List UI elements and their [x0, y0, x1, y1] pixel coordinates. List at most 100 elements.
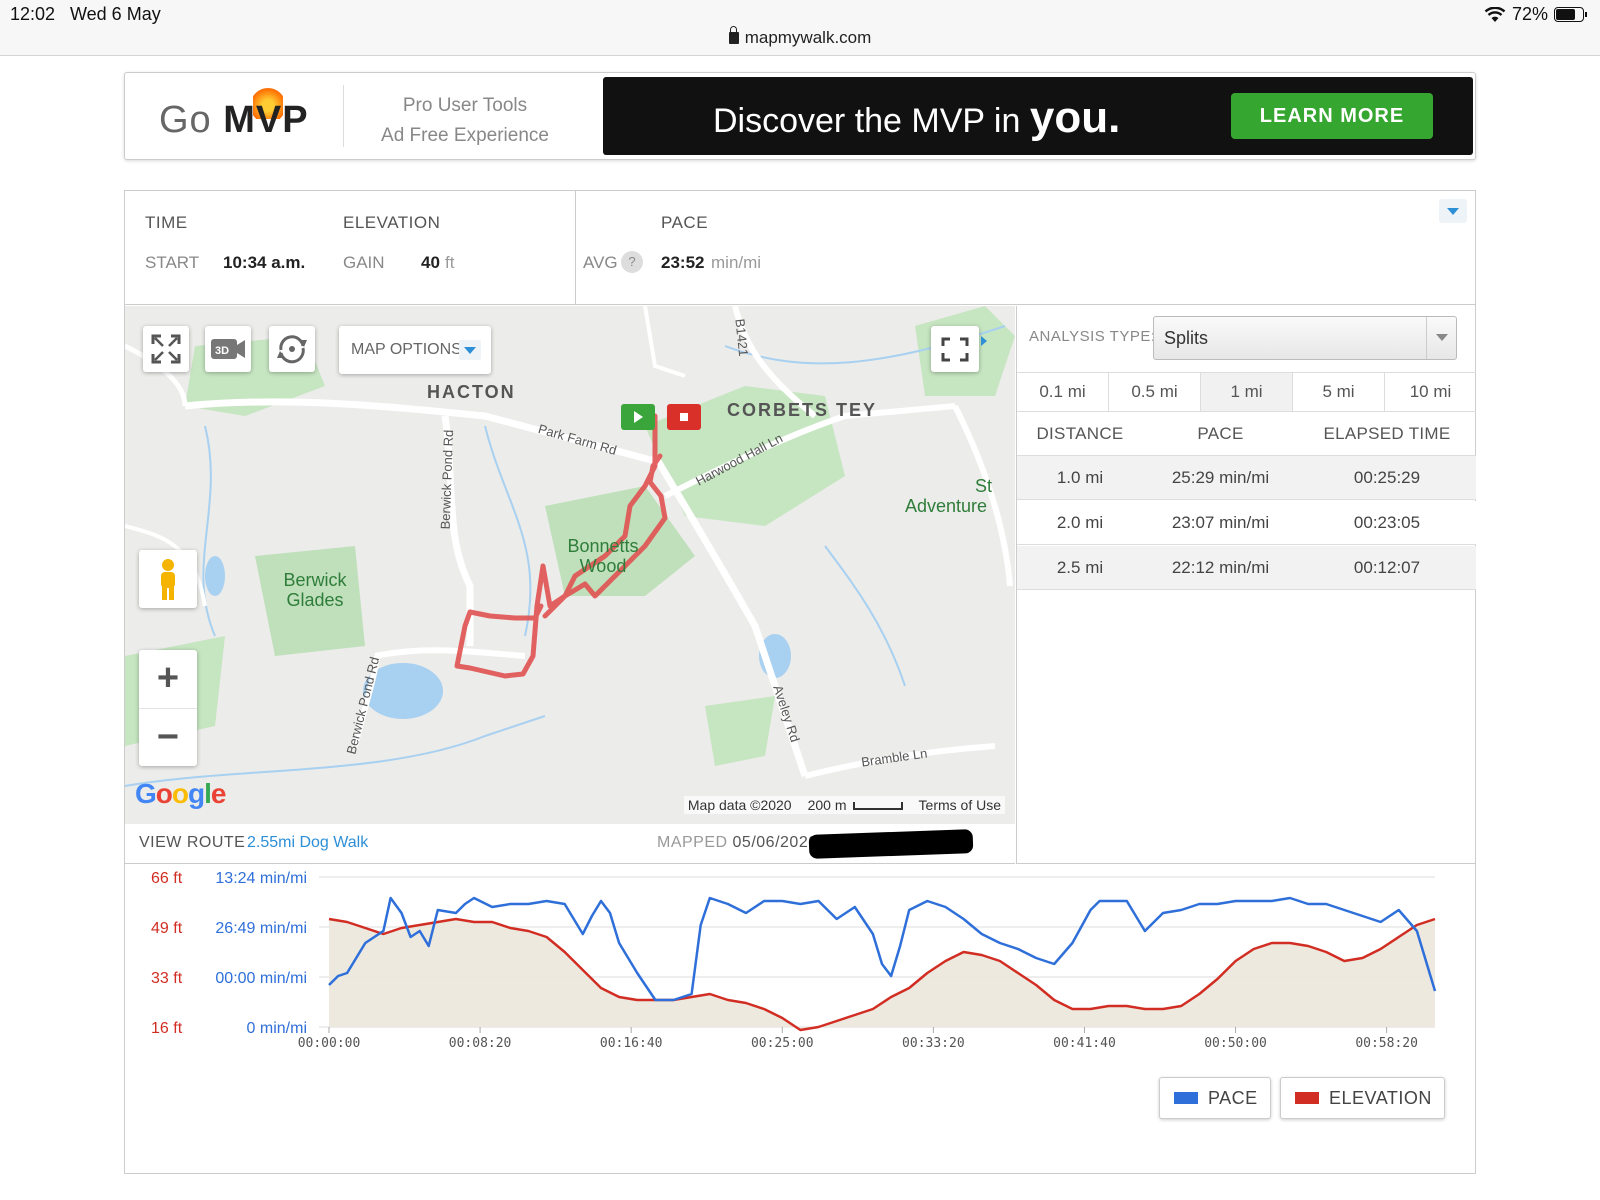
split-pace: 22:12 min/mi [1171, 558, 1270, 577]
start-value: 10:34 a.m. [223, 253, 306, 272]
map-options-dropdown[interactable]: MAP OPTIONS [339, 326, 491, 374]
ad-tools-text: Pro User Tools Ad Free Experience [365, 91, 565, 151]
zoom-in-button[interactable]: + [156, 657, 180, 699]
map-label-corbets-tey: CORBETS TEY [727, 400, 878, 420]
split-pace: 23:07 min/mi [1171, 513, 1270, 532]
x-tick-label: 00:00:00 [298, 1036, 361, 1051]
google-logo-letter: o [155, 778, 173, 809]
elevation-tick-label: 66 ft [151, 870, 183, 887]
table-row: 2.0 mi 23:07 min/mi 00:23:05 [1017, 501, 1476, 545]
start-marker-icon[interactable] [621, 404, 655, 434]
pace-heading: PACE [661, 213, 709, 232]
x-tick-label: 00:25:00 [751, 1036, 814, 1051]
avg-label: AVG [583, 253, 618, 272]
legend-elevation-toggle[interactable]: ELEVATION [1280, 1077, 1445, 1119]
battery-percent: 72% [1511, 4, 1548, 24]
tab-10-mi[interactable]: 10 mi [1409, 382, 1452, 401]
collapse-chevron-icon[interactable] [1439, 199, 1467, 223]
table-row: 1.0 mi 25:29 min/mi 00:25:29 [1017, 456, 1476, 500]
url-text: mapmywalk.com [744, 28, 872, 47]
elevation-heading: ELEVATION [343, 213, 441, 232]
pace-tick-label: 00:00 min/mi [215, 970, 307, 987]
map-options-label: MAP OPTIONS [351, 341, 462, 358]
legend-elevation-label: ELEVATION [1329, 1088, 1432, 1108]
status-bar: 12:02 Wed 6 May 72% mapmywalk.com [0, 0, 1600, 56]
tab-0-1-mi[interactable]: 0.1 mi [1017, 373, 1109, 411]
workout-panel: TIME START 10:34 a.m. ELEVATION GAIN 40 … [124, 190, 1476, 1174]
x-tick-label: 00:16:40 [600, 1036, 663, 1051]
mvp-ad-banner[interactable]: Go MVP Pro User Tools Ad Free Experience… [124, 72, 1476, 160]
scale-bar-icon [852, 802, 903, 810]
x-tick-label: 00:58:20 [1355, 1036, 1418, 1051]
x-tick-label: 00:08:20 [449, 1036, 512, 1051]
elevation-tick-label: 33 ft [151, 970, 183, 987]
tab-5-mi[interactable]: 5 mi [1293, 373, 1385, 411]
x-tick-label: 00:50:00 [1204, 1036, 1267, 1051]
tab-0-5-mi[interactable]: 0.5 mi [1109, 373, 1201, 411]
gain-unit: ft [445, 253, 455, 272]
google-logo-letter: o [171, 778, 189, 809]
pace-tick-label: 13:24 min/mi [215, 870, 307, 887]
chevron-right-icon[interactable] [977, 330, 991, 352]
3d-view-button[interactable]: 3D [205, 326, 251, 372]
fullscreen-corners-icon [941, 337, 969, 362]
fullscreen-button[interactable] [143, 326, 189, 372]
chart-axis-labels: 66 ft 13:24 min/mi 49 ft 26:49 min/mi 33 ft 0… [151, 870, 1418, 1051]
go-mvp-logo: Go MVP [159, 99, 309, 141]
analysis-type-select[interactable]: Splits [1153, 316, 1457, 360]
ad-headline: Discover the MVP in you. [713, 93, 1121, 142]
route-name-link[interactable]: 2.55mi Dog Walk [247, 834, 369, 851]
route-map[interactable]: HACTON CORBETS TEY Berwick Glades Bonnet… [125, 306, 1015, 824]
chevron-down-icon [459, 340, 481, 360]
map-scale: 200 m [808, 797, 903, 813]
stats-header: TIME START 10:34 a.m. ELEVATION GAIN 40 … [125, 191, 1475, 305]
chart-plot[interactable]: 66 ft 13:24 min/mi 49 ft 26:49 min/mi 33 ft 0… [125, 865, 1475, 1075]
flame-icon [253, 81, 283, 119]
help-icon[interactable]: ? [621, 251, 643, 273]
pegman-icon [161, 559, 175, 600]
gain-value: 40 [421, 253, 440, 272]
status-time: 12:02 [10, 4, 56, 24]
rotate-view-button[interactable] [269, 326, 315, 372]
lock-icon [728, 26, 739, 44]
zoom-out-button[interactable]: − [139, 708, 197, 766]
start-label: START [145, 253, 200, 272]
learn-more-button[interactable]: LEARN MORE [1231, 93, 1433, 139]
analysis-type-value: Splits [1164, 328, 1209, 348]
map-data-credit: Map data ©2020 [687, 797, 792, 813]
status-right: 72% [1484, 4, 1587, 25]
stats-divider [575, 191, 576, 305]
legend-pace-toggle[interactable]: PACE [1159, 1077, 1271, 1119]
pace-elevation-chart[interactable]: 66 ft 13:24 min/mi 49 ft 26:49 min/mi 33 ft 0… [125, 865, 1475, 1173]
google-logo-letter: l [204, 778, 212, 809]
x-tick-label: 00:41:40 [1053, 1036, 1116, 1051]
elevation-tick-label: 16 ft [151, 1020, 183, 1037]
google-logo-letter: G [135, 778, 157, 809]
stop-marker-icon[interactable] [667, 404, 701, 434]
legend-pace-label: PACE [1208, 1088, 1258, 1108]
street-view-pegman[interactable] [139, 550, 197, 608]
zoom-control[interactable]: + − [139, 650, 197, 766]
view-route-label: VIEW ROUTE [139, 834, 246, 851]
split-distance: 1.0 mi [1056, 468, 1104, 487]
table-row: 2.5 mi 22:12 min/mi 00:12:07 [1017, 546, 1476, 590]
time-heading: TIME [145, 213, 188, 232]
analysis-type-label: ANALYSIS TYPE: [1029, 328, 1156, 345]
split-distance: 2.5 mi [1056, 558, 1104, 577]
ad-black-banner[interactable]: Discover the MVP in you. LEARN MORE [603, 77, 1473, 155]
address-bar[interactable]: mapmywalk.com [0, 26, 1600, 48]
battery-fill [1556, 9, 1575, 20]
tab-1-mi[interactable]: 1 mi [1201, 373, 1293, 411]
expand-map-button[interactable] [931, 326, 979, 372]
x-tick-label: 00:33:20 [902, 1036, 965, 1051]
pace-tick-label: 26:49 min/mi [215, 920, 307, 937]
pace-line [328, 896, 1437, 1002]
split-interval-tabs: 0.1 mi 0.5 mi 1 mi 5 mi 10 mi [1017, 372, 1476, 412]
ad-divider [343, 85, 344, 147]
map-label-bonnetts-wood: Bonnetts Wood [567, 536, 639, 576]
terms-of-use-link[interactable]: Terms of Use [918, 797, 1001, 813]
elevation-fill [329, 919, 1435, 1030]
wifi-icon [1484, 6, 1506, 22]
map-label-st: St [975, 476, 993, 496]
split-elapsed: 00:25:29 [1353, 468, 1421, 487]
